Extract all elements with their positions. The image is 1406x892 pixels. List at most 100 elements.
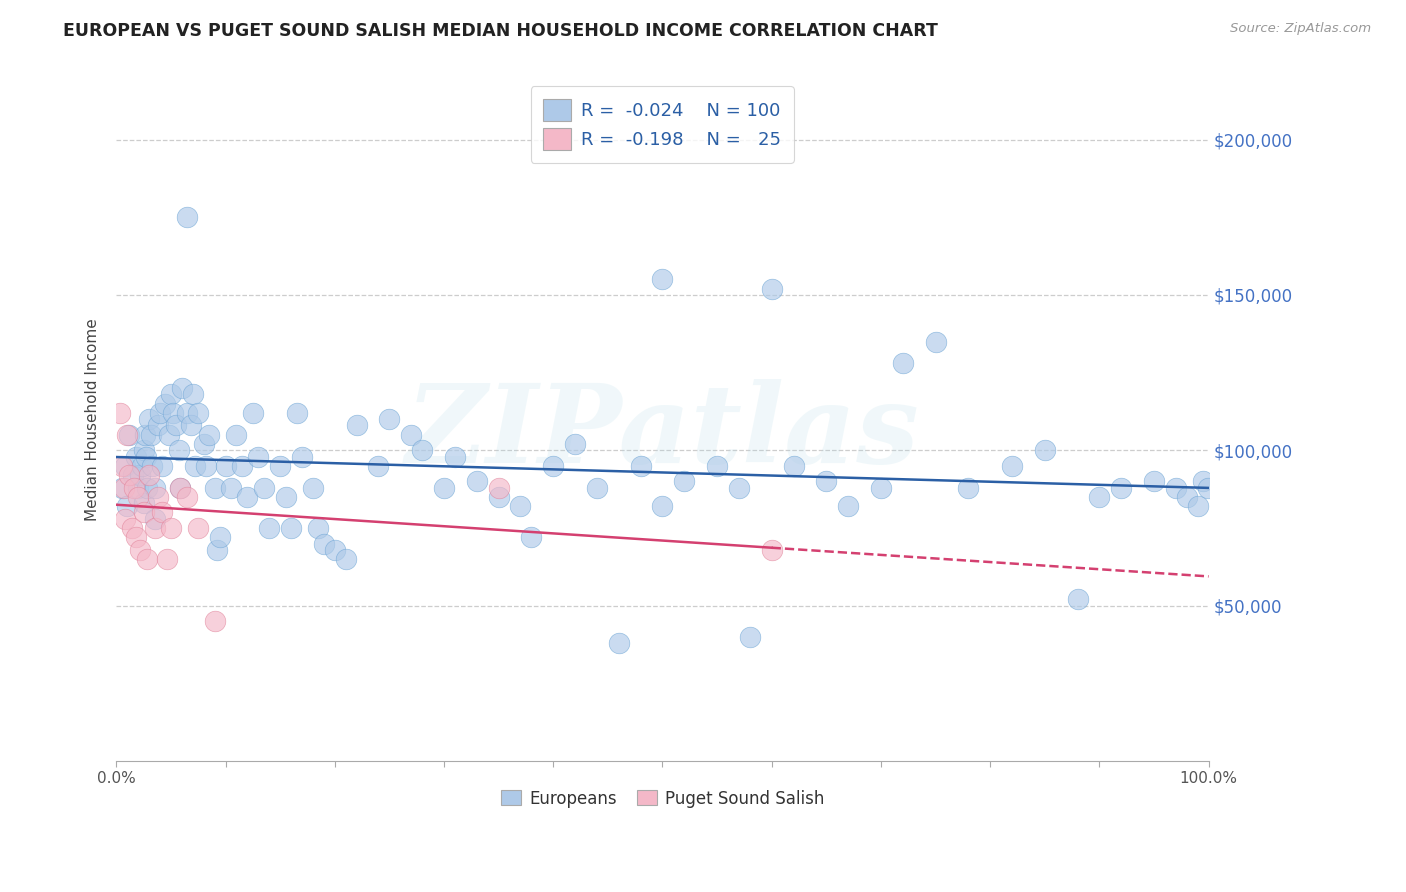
Point bbox=[187, 521, 209, 535]
Point bbox=[170, 381, 193, 395]
Point bbox=[378, 412, 401, 426]
Point bbox=[706, 458, 728, 473]
Point bbox=[247, 450, 270, 464]
Point bbox=[204, 614, 226, 628]
Point bbox=[815, 475, 838, 489]
Point bbox=[146, 418, 169, 433]
Point bbox=[323, 542, 346, 557]
Point bbox=[193, 437, 215, 451]
Point bbox=[121, 521, 143, 535]
Point bbox=[411, 443, 433, 458]
Point bbox=[160, 521, 183, 535]
Point bbox=[205, 542, 228, 557]
Point bbox=[143, 481, 166, 495]
Point bbox=[176, 211, 198, 225]
Point bbox=[176, 490, 198, 504]
Point bbox=[1175, 490, 1198, 504]
Point bbox=[957, 481, 980, 495]
Point bbox=[149, 406, 172, 420]
Point bbox=[1197, 481, 1219, 495]
Point bbox=[141, 458, 163, 473]
Point bbox=[433, 481, 456, 495]
Text: Source: ZipAtlas.com: Source: ZipAtlas.com bbox=[1230, 22, 1371, 36]
Point bbox=[122, 481, 145, 495]
Point bbox=[121, 468, 143, 483]
Point bbox=[607, 636, 630, 650]
Point bbox=[651, 272, 673, 286]
Point bbox=[335, 552, 357, 566]
Point bbox=[586, 481, 609, 495]
Point bbox=[129, 468, 152, 483]
Point bbox=[520, 530, 543, 544]
Point bbox=[132, 506, 155, 520]
Point bbox=[291, 450, 314, 464]
Point bbox=[253, 481, 276, 495]
Point bbox=[312, 536, 335, 550]
Point bbox=[673, 475, 696, 489]
Point bbox=[225, 427, 247, 442]
Point bbox=[114, 511, 136, 525]
Point bbox=[444, 450, 467, 464]
Point bbox=[155, 397, 177, 411]
Point bbox=[138, 468, 160, 483]
Point bbox=[1187, 500, 1209, 514]
Point bbox=[160, 387, 183, 401]
Point bbox=[129, 542, 152, 557]
Point bbox=[651, 500, 673, 514]
Y-axis label: Median Household Income: Median Household Income bbox=[86, 318, 100, 521]
Point bbox=[176, 406, 198, 420]
Point bbox=[150, 506, 173, 520]
Point bbox=[143, 521, 166, 535]
Point bbox=[399, 427, 422, 442]
Point bbox=[1033, 443, 1056, 458]
Point bbox=[488, 490, 510, 504]
Point bbox=[924, 334, 946, 349]
Point bbox=[231, 458, 253, 473]
Point bbox=[219, 481, 242, 495]
Point bbox=[114, 458, 136, 473]
Point bbox=[302, 481, 325, 495]
Point bbox=[761, 282, 783, 296]
Point bbox=[630, 458, 652, 473]
Point bbox=[108, 406, 131, 420]
Point bbox=[269, 458, 291, 473]
Point bbox=[127, 490, 149, 504]
Point bbox=[162, 406, 184, 420]
Point bbox=[135, 450, 157, 464]
Point bbox=[198, 427, 221, 442]
Point bbox=[214, 458, 236, 473]
Point bbox=[141, 427, 163, 442]
Point bbox=[131, 458, 153, 473]
Point bbox=[488, 481, 510, 495]
Point bbox=[285, 406, 308, 420]
Point bbox=[169, 481, 191, 495]
Point bbox=[165, 418, 187, 433]
Point bbox=[509, 500, 531, 514]
Point bbox=[143, 511, 166, 525]
Point bbox=[135, 481, 157, 495]
Point bbox=[204, 481, 226, 495]
Point bbox=[135, 552, 157, 566]
Point bbox=[146, 490, 169, 504]
Point bbox=[1109, 481, 1132, 495]
Point bbox=[1143, 475, 1166, 489]
Point bbox=[1088, 490, 1111, 504]
Point bbox=[125, 530, 148, 544]
Point bbox=[257, 521, 280, 535]
Point bbox=[761, 542, 783, 557]
Point bbox=[169, 481, 191, 495]
Point bbox=[1066, 592, 1088, 607]
Text: ZIPatlas: ZIPatlas bbox=[405, 379, 920, 487]
Point bbox=[132, 443, 155, 458]
Point bbox=[180, 418, 202, 433]
Point bbox=[274, 490, 297, 504]
Point bbox=[870, 481, 893, 495]
Point bbox=[728, 481, 751, 495]
Point bbox=[891, 356, 914, 370]
Point bbox=[1001, 458, 1024, 473]
Point bbox=[111, 458, 134, 473]
Point bbox=[127, 481, 149, 495]
Point bbox=[465, 475, 488, 489]
Point bbox=[194, 458, 217, 473]
Point bbox=[157, 427, 180, 442]
